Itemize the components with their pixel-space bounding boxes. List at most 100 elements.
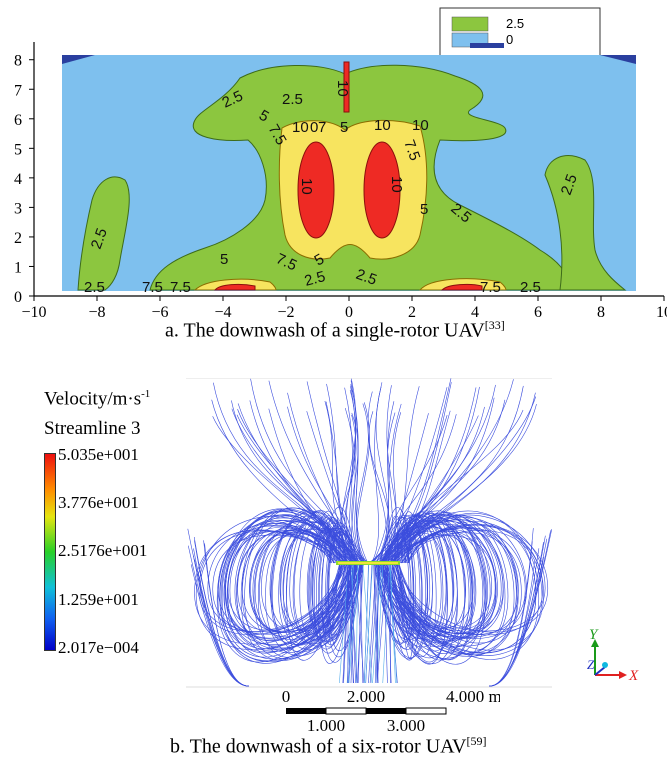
streamline xyxy=(327,519,340,632)
streamline xyxy=(383,562,388,684)
scale-label: 2.000 xyxy=(347,687,385,706)
y-axis-ticks: 0 1 2 3 4 5 6 7 8 xyxy=(14,53,34,306)
streamline xyxy=(396,515,486,665)
streamline xyxy=(342,562,349,684)
streamline xyxy=(344,407,356,564)
colorbar-subtitle: Streamline 3 xyxy=(44,418,141,439)
streamline xyxy=(257,521,343,658)
y-tick-label: 3 xyxy=(14,200,22,217)
streamline xyxy=(231,400,352,564)
contour-label: 5 xyxy=(420,201,428,218)
contour-label: 5 xyxy=(220,251,228,268)
contour-label: 10 xyxy=(374,117,391,134)
streamline xyxy=(252,529,349,637)
contour-label: 5 xyxy=(340,119,348,136)
streamline xyxy=(250,378,366,564)
y-tick-label: 7 xyxy=(14,82,22,99)
streamline xyxy=(349,562,356,684)
streamline xyxy=(374,527,517,647)
streamline xyxy=(236,414,357,564)
streamline xyxy=(193,536,250,687)
streamline xyxy=(219,521,362,662)
streamline xyxy=(388,524,544,651)
streamline xyxy=(364,562,369,684)
axes: −10 −8 −6 −4 −2 0 2 4 6 8 10 0 1 2 3 4 5 6 7 8 xyxy=(14,42,667,321)
streamline xyxy=(306,411,365,564)
panel-b-caption-ref: [59] xyxy=(466,734,487,748)
streamline xyxy=(319,527,363,636)
y-tick-label: 8 xyxy=(14,53,22,70)
panel-a-contour-plot: 2.5 0 2.5 2.5 xyxy=(0,0,667,350)
scale-label: 4.000 m xyxy=(446,687,500,706)
streamline xyxy=(383,396,537,564)
y-tick-label: 6 xyxy=(14,112,22,129)
scale-label: 3.000 xyxy=(387,716,425,734)
streamline xyxy=(351,412,363,564)
streamline xyxy=(237,530,346,634)
contour-label: 0 xyxy=(310,119,318,136)
streamline xyxy=(312,517,354,650)
contour-region-10 xyxy=(213,61,483,291)
streamline xyxy=(369,562,379,684)
streamline xyxy=(339,562,349,684)
x-tick-label: −6 xyxy=(151,304,168,321)
panel-b-caption: b. The downwash of a six-rotor UAV[59] xyxy=(170,734,486,759)
streamline xyxy=(241,521,358,649)
streamline xyxy=(368,562,377,684)
streamline xyxy=(212,416,365,564)
streamline xyxy=(213,382,352,564)
streamline xyxy=(348,562,359,684)
contour-label: 7 xyxy=(318,119,326,136)
streamline xyxy=(392,523,549,633)
streamline xyxy=(217,515,355,635)
contour-label: 2.5 xyxy=(354,266,379,289)
contour-label: 10 xyxy=(334,80,351,97)
x-tick-label: −10 xyxy=(21,304,46,321)
streamline xyxy=(249,400,359,564)
x-tick-label: −4 xyxy=(214,304,231,321)
colorbar xyxy=(44,453,56,651)
streamline xyxy=(386,562,392,684)
contour-label: 2.5 xyxy=(558,172,581,197)
y-tick-label: 2 xyxy=(14,230,22,247)
x-tick-label: 10 xyxy=(656,304,667,321)
streamline xyxy=(270,515,343,647)
panel-a-caption-text: a. The downwash of a single-rotor UAV xyxy=(165,319,485,342)
streamline xyxy=(314,528,358,654)
z-axis-label: Z xyxy=(587,657,595,672)
streamline xyxy=(194,529,358,645)
streamline xyxy=(382,515,518,656)
streamline xyxy=(488,528,534,687)
streamline xyxy=(356,403,369,564)
streamline xyxy=(385,403,402,564)
colorbar-title: Velocity/m·s-1 xyxy=(44,388,150,410)
streamline xyxy=(355,562,359,684)
contour-label: 2.5 xyxy=(282,91,303,108)
x-tick-label: 0 xyxy=(345,304,353,321)
streamline xyxy=(488,535,546,687)
colorbar-label: 3.776e+001 xyxy=(58,493,139,512)
streamline xyxy=(362,562,373,684)
x-axis-ticks: −10 −8 −6 −4 −2 0 2 4 6 8 10 xyxy=(21,296,667,321)
streamline xyxy=(344,387,356,564)
contour-label: 2.5 xyxy=(84,279,105,296)
streamline xyxy=(268,380,364,564)
y-tick-label: 1 xyxy=(14,259,22,276)
colorbar-title-text: Velocity/m·s xyxy=(44,388,142,410)
streamline xyxy=(343,562,350,684)
colorbar-label: 2.017e−004 xyxy=(58,638,139,657)
scale-label: 1.000 xyxy=(307,716,345,734)
contour-label: 10 xyxy=(412,117,429,134)
contour-label: 7.5 xyxy=(480,279,501,296)
streamline xyxy=(373,562,378,684)
streamline xyxy=(382,562,390,684)
contour-label: 2.5 xyxy=(303,268,328,290)
streamline xyxy=(221,514,357,658)
streamline xyxy=(368,411,390,564)
x-tick-label: −8 xyxy=(88,304,105,321)
streamline xyxy=(389,562,398,684)
streamline xyxy=(346,389,361,564)
z-axis-arrow xyxy=(594,666,606,676)
panel-b-streamline-plot: Velocity/m·s-1 Streamline 3 5.035e+001 3… xyxy=(0,350,667,760)
contour-label: 10 xyxy=(388,176,405,193)
